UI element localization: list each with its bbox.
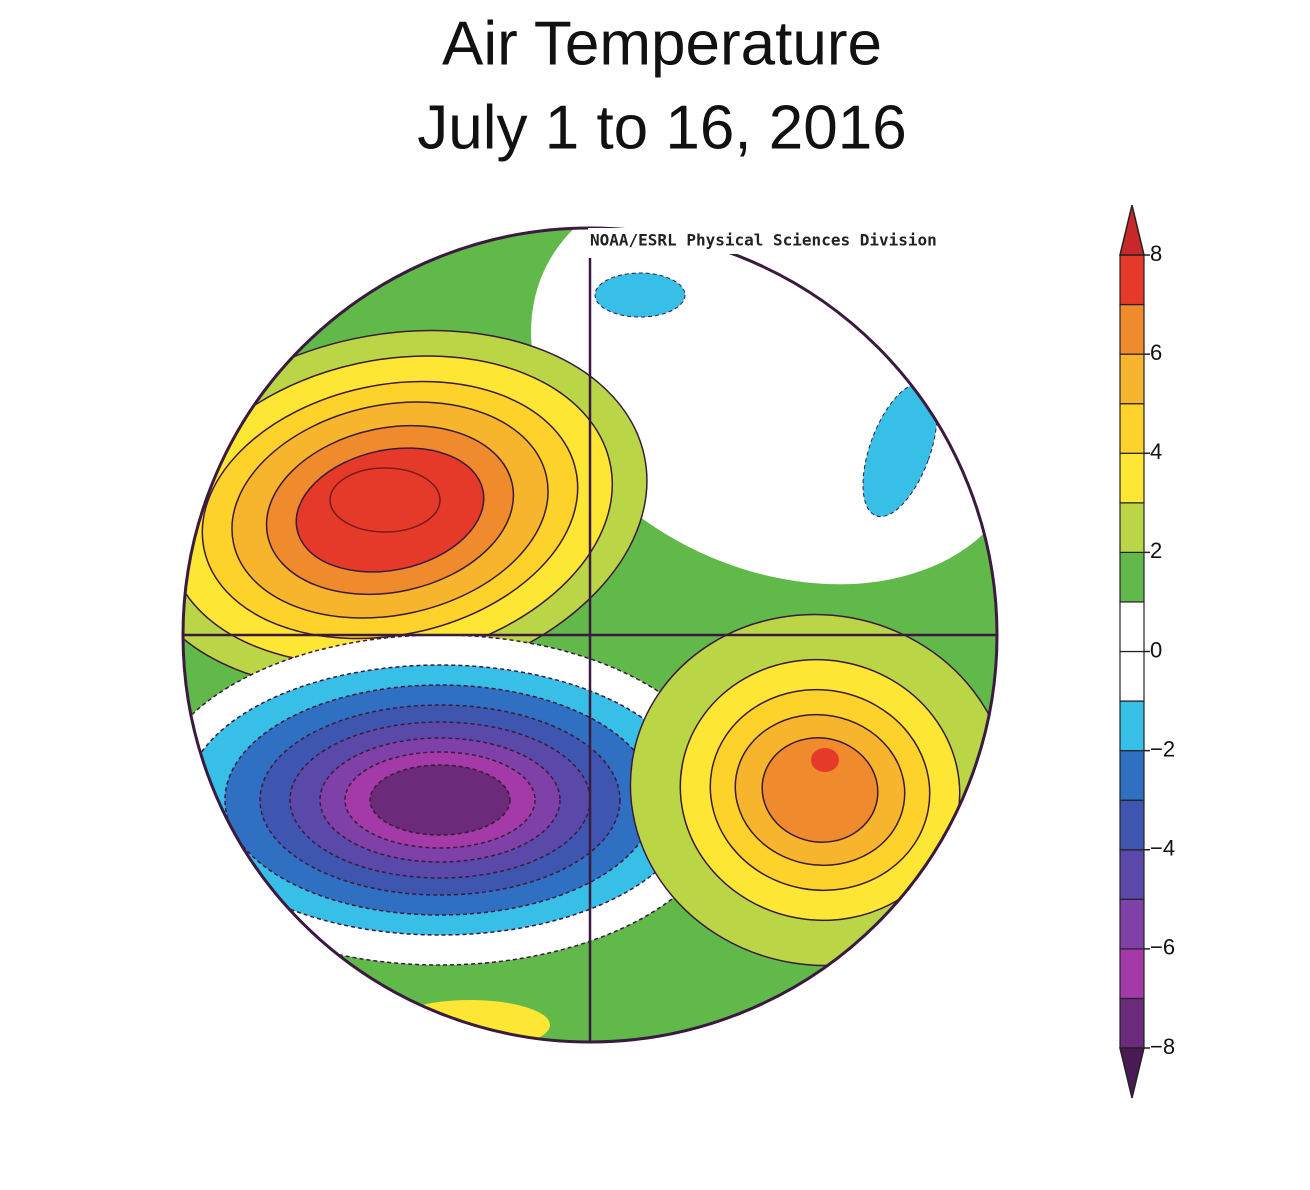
subtitle: July 1 to 16, 2016 [417, 93, 906, 162]
map-contour [862, 382, 938, 518]
colorbar-extend [1119, 1047, 1145, 1099]
colorbar-swatch [1119, 353, 1145, 405]
colorbar-tick-label: 6 [1150, 340, 1162, 365]
colorbar-swatch [1119, 452, 1145, 504]
colorbar-extend [1119, 204, 1145, 256]
colorbar-swatch [1119, 650, 1145, 702]
colorbar: 8 6 4 2 0 −2 −4 −6 −8 [1119, 204, 1175, 1099]
colorbar-swatch [1119, 303, 1145, 355]
colorbar-swatch [1119, 799, 1145, 851]
colorbar-swatch [1119, 849, 1145, 900]
colorbar-tick-label: −6 [1150, 935, 1175, 960]
colorbar-swatch [1119, 948, 1145, 1000]
credit: NOAA/ESRL Physical Sciences Division [590, 231, 937, 250]
map-contour [594, 272, 686, 318]
colorbar-swatch [1119, 254, 1145, 306]
colorbar-swatch [1119, 750, 1145, 801]
colorbar-tick-label: 2 [1150, 538, 1162, 563]
colorbar-swatch [1119, 997, 1145, 1049]
colorbar-swatch [1119, 700, 1145, 752]
colorbar-tick-label: 8 [1150, 241, 1162, 266]
map-contour [811, 748, 839, 772]
colorbar-swatch [1119, 551, 1145, 603]
colorbar-swatch [1119, 898, 1145, 950]
colorbar-tick-label: −8 [1150, 1034, 1175, 1059]
title: Air Temperature [442, 9, 882, 78]
colorbar-swatch [1119, 403, 1145, 454]
map-contour [761, 737, 879, 843]
colorbar-swatch [1119, 502, 1145, 553]
colorbar-tick-label: −4 [1150, 836, 1175, 861]
colorbar-tick-label: −2 [1150, 736, 1175, 761]
map-contour [369, 764, 511, 836]
colorbar-swatch [1119, 601, 1145, 653]
map-contour [329, 467, 441, 533]
colorbar-tick-label: 4 [1150, 439, 1162, 464]
credit-background [588, 228, 996, 254]
colorbar-tick-label: 0 [1150, 637, 1162, 662]
